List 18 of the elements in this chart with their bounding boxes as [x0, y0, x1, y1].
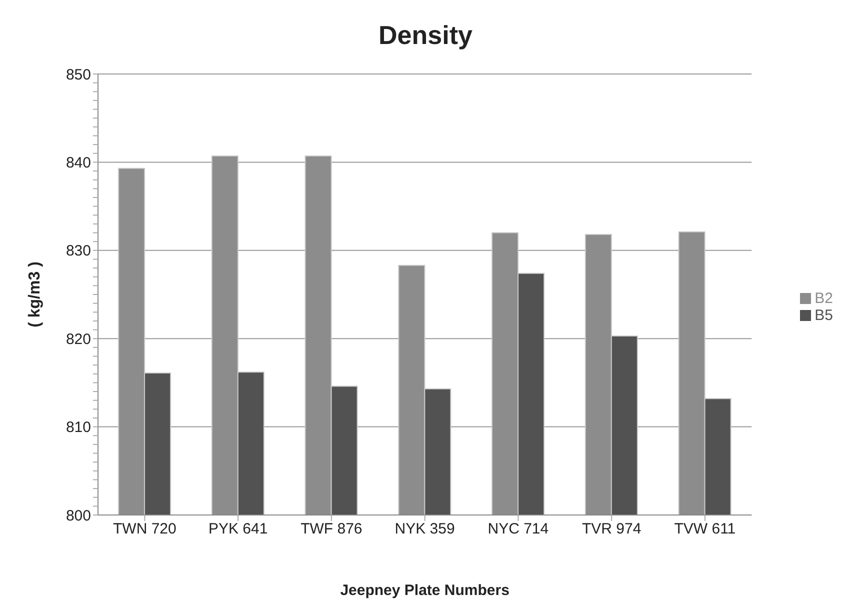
x-tick-label: NYC 714	[488, 520, 549, 538]
y-tick-label: 840	[66, 154, 91, 172]
x-tick-label: TWN 720	[113, 520, 176, 538]
x-tick-label: TVR 974	[582, 520, 642, 538]
x-tick-label: TWF 876	[300, 520, 362, 538]
y-tick-label: 830	[66, 242, 91, 260]
y-tick-label: 850	[66, 66, 91, 84]
x-axis-title: Jeepney Plate Numbers	[340, 582, 510, 599]
x-tick-label: TVW 611	[674, 520, 736, 538]
legend-label: B2	[814, 290, 833, 306]
legend-label: B5	[814, 306, 833, 324]
x-tick-label: NYK 359	[394, 520, 455, 538]
y-tick-label: 800	[66, 507, 91, 524]
y-tick-label: 820	[66, 330, 91, 348]
y-axis-title: ( kg/m3 )	[26, 262, 44, 328]
y-tick-label: 810	[66, 419, 91, 436]
x-tick-label: PYK 641	[208, 520, 268, 538]
chart-title: Density	[378, 20, 474, 51]
